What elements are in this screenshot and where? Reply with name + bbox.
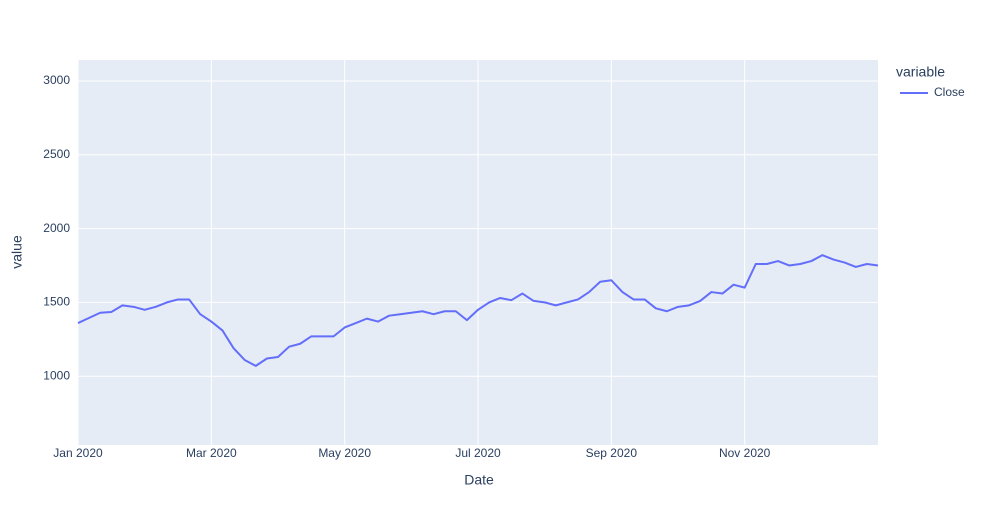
- y-tick-label: 2000: [43, 221, 70, 235]
- x-axis-title: Date: [464, 472, 494, 488]
- x-tick-label: May 2020: [318, 446, 371, 460]
- legend-title: variable: [896, 64, 945, 80]
- x-tick-label: Sep 2020: [586, 446, 638, 460]
- line: [77, 254, 879, 367]
- legend-label: Close: [934, 85, 965, 99]
- marks: [77, 254, 879, 367]
- y-tick-label: 3000: [43, 73, 70, 87]
- x-tick-label: Nov 2020: [719, 446, 771, 460]
- grid: [77, 60, 878, 445]
- x-tick-label: Jan 2020: [53, 446, 103, 460]
- y-axis-title: value: [9, 235, 25, 269]
- y-tick-label: 2500: [43, 147, 70, 161]
- y-tick-label: 1500: [43, 295, 70, 309]
- x-tick-label: Jul 2020: [455, 446, 501, 460]
- x-tick-label: Mar 2020: [186, 446, 237, 460]
- y-tick-label: 1000: [43, 368, 70, 382]
